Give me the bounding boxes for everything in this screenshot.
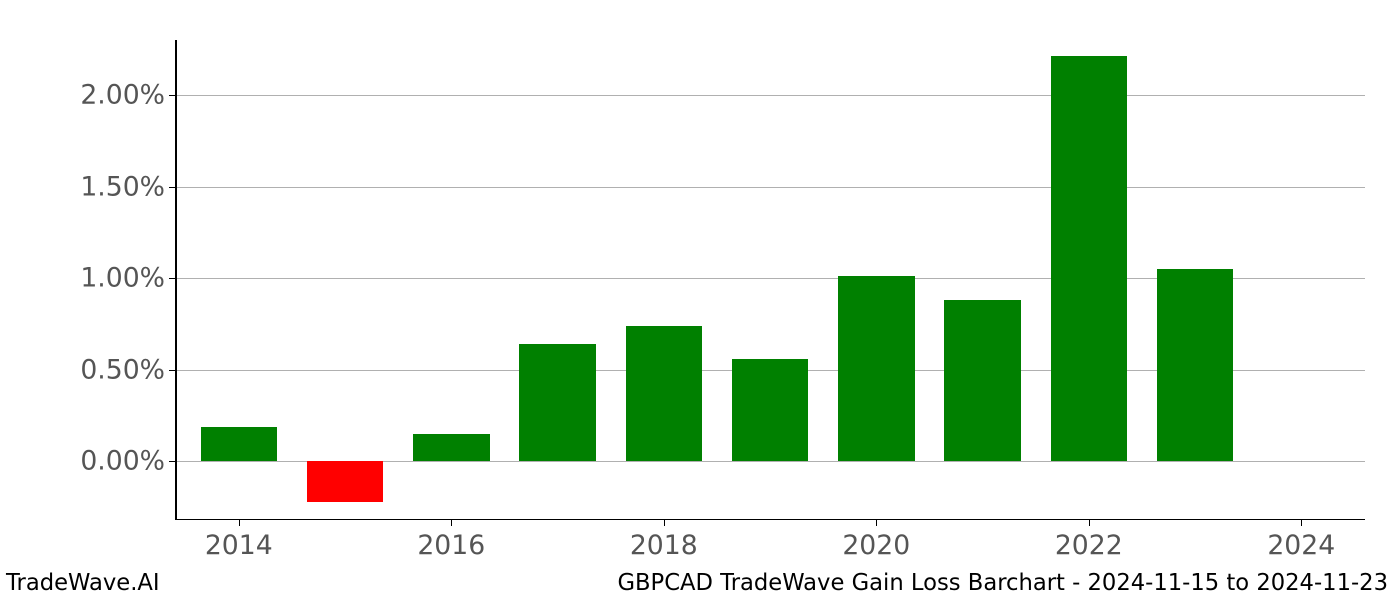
x-tick-mark xyxy=(876,520,877,526)
bar xyxy=(626,326,703,462)
x-tick-mark xyxy=(1301,520,1302,526)
x-tick-label: 2014 xyxy=(205,520,273,561)
bar xyxy=(307,461,384,501)
x-tick-label: 2016 xyxy=(417,520,485,561)
bar xyxy=(1051,56,1128,461)
plot-area: 0.00%0.50%1.00%1.50%2.00%201420162018202… xyxy=(175,40,1365,520)
bar xyxy=(838,276,915,461)
y-tick-label: 0.50% xyxy=(80,354,175,385)
x-axis-spine xyxy=(175,519,1365,521)
footer-right-text: GBPCAD TradeWave Gain Loss Barchart - 20… xyxy=(617,570,1388,596)
grid-line xyxy=(175,187,1365,188)
x-tick-label: 2018 xyxy=(630,520,698,561)
y-axis-spine xyxy=(175,40,177,520)
x-tick-label: 2022 xyxy=(1055,520,1123,561)
x-tick-mark xyxy=(451,520,452,526)
y-tick-label: 1.50% xyxy=(80,171,175,202)
bar xyxy=(732,359,809,462)
x-tick-mark xyxy=(239,520,240,526)
bar xyxy=(519,344,596,461)
bar xyxy=(413,434,490,461)
x-tick-label: 2020 xyxy=(842,520,910,561)
x-tick-mark xyxy=(1089,520,1090,526)
footer-left-text: TradeWave.AI xyxy=(6,570,160,596)
bar xyxy=(944,300,1021,461)
bar xyxy=(201,427,278,462)
chart-container: 0.00% 0.50% 1.00% 1.50% 2.00% 2014 2016 2018 202… xyxy=(0,0,1400,600)
bar xyxy=(1157,269,1234,461)
x-tick-mark xyxy=(664,520,665,526)
y-tick-label: 0.00% xyxy=(80,446,175,477)
y-tick-label: 1.00% xyxy=(80,263,175,294)
grid-line xyxy=(175,95,1365,96)
x-tick-label: 2024 xyxy=(1267,520,1335,561)
y-tick-label: 2.00% xyxy=(80,79,175,110)
